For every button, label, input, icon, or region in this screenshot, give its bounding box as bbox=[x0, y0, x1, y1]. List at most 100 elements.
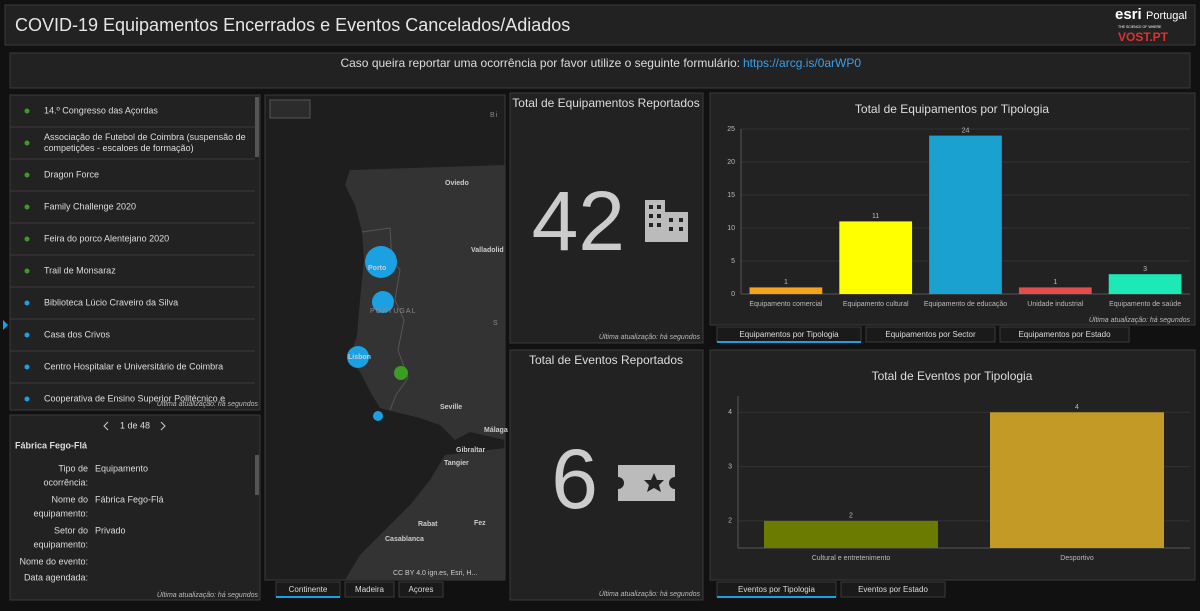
bar[interactable] bbox=[763, 520, 939, 548]
next[interactable] bbox=[160, 421, 166, 431]
tab[interactable] bbox=[398, 581, 444, 598]
title: COVID-19 Equipamentos Encerrados e Event… bbox=[15, 15, 570, 35]
indicator-title: Total de Eventos Reportados bbox=[529, 353, 683, 367]
y-tick-label: 10 bbox=[727, 225, 735, 232]
x-tick-label: Unidade industrial bbox=[1027, 301, 1083, 308]
detail-title: Fábrica Fego-Flá bbox=[15, 440, 88, 450]
map-control[interactable] bbox=[269, 99, 311, 119]
list-item[interactable]: Feira do porco Alentejano 2020 bbox=[44, 233, 169, 243]
map-label: Gibraltar bbox=[456, 447, 485, 454]
last-update: Última atualização: há segundos bbox=[599, 332, 701, 341]
map-label: PORTUGAL bbox=[370, 308, 416, 315]
africa bbox=[345, 448, 505, 580]
field-value: Fábrica Fego-Flá bbox=[95, 494, 164, 504]
tab[interactable] bbox=[344, 581, 395, 598]
list-item[interactable]: competições - escaloes de formação) bbox=[44, 143, 194, 153]
tab-label[interactable]: Continente bbox=[289, 585, 328, 594]
map-point[interactable] bbox=[394, 366, 408, 380]
tab-label[interactable]: Eventos por Estado bbox=[858, 585, 928, 594]
chart-title: Total de Eventos por Tipologia bbox=[872, 369, 1033, 383]
banner-link[interactable]: https://arcg.is/0arWP0 bbox=[743, 56, 861, 70]
tab[interactable] bbox=[865, 326, 996, 343]
map-label: Rabat bbox=[418, 521, 438, 528]
indicator-title: Total de Equipamentos Reportados bbox=[512, 96, 699, 110]
map-label: Porto bbox=[368, 265, 386, 272]
field-label: Nome do bbox=[51, 494, 88, 504]
y-tick-label: 4 bbox=[728, 409, 732, 416]
ticket-star bbox=[644, 473, 664, 492]
bar[interactable] bbox=[1018, 287, 1092, 294]
x-tick-label: Equipamento de saúde bbox=[1109, 301, 1181, 308]
scrollbar bbox=[255, 455, 259, 495]
iberia bbox=[345, 165, 505, 440]
status-dot bbox=[24, 140, 30, 146]
status-dot bbox=[24, 108, 30, 114]
map-label: Tangier bbox=[444, 460, 469, 467]
logo-tagline: THE SCIENCE OF WHERE bbox=[1118, 25, 1162, 29]
field-label: Tipo de bbox=[58, 463, 88, 473]
bar[interactable] bbox=[749, 287, 823, 294]
tab[interactable] bbox=[999, 326, 1130, 343]
status-dot bbox=[24, 268, 30, 274]
chart-title: Total de Equipamentos por Tipologia bbox=[855, 102, 1049, 116]
prev[interactable] bbox=[103, 421, 109, 431]
list-item[interactable]: Centro Hospitalar e Universitário de Coi… bbox=[44, 361, 223, 371]
map-point[interactable] bbox=[347, 346, 369, 368]
y-tick-label: 2 bbox=[728, 518, 732, 525]
details-panel bbox=[9, 414, 261, 601]
tab[interactable] bbox=[840, 581, 946, 598]
map-point[interactable] bbox=[372, 291, 394, 313]
status-dot bbox=[24, 172, 30, 178]
last-update: Última atualização: há segundos bbox=[157, 399, 259, 408]
map-label: Casablanca bbox=[385, 536, 424, 543]
map-label: S bbox=[493, 320, 499, 327]
tab-label[interactable]: Açores bbox=[409, 585, 434, 594]
value-label: 1 bbox=[784, 279, 788, 286]
pager[interactable]: 1 de 48 bbox=[120, 420, 150, 430]
bar[interactable] bbox=[1108, 274, 1182, 294]
tab-label[interactable]: Madeira bbox=[355, 585, 384, 594]
map bbox=[264, 94, 506, 581]
list-item[interactable]: Dragon Force bbox=[44, 169, 99, 179]
indicator-value: 6 bbox=[551, 432, 598, 526]
bar[interactable] bbox=[839, 221, 913, 294]
x-tick-label: Equipamento cultural bbox=[843, 301, 909, 308]
field-label: equipamento: bbox=[33, 539, 88, 549]
expand-arrow[interactable] bbox=[3, 320, 8, 330]
tab-label[interactable]: Equipamentos por Tipologia bbox=[739, 330, 839, 339]
last-update: Última atualização: há segundos bbox=[157, 590, 259, 599]
list-item[interactable]: Trail de Monsaraz bbox=[44, 265, 116, 275]
field-value: Equipamento bbox=[95, 463, 148, 473]
list-item[interactable]: Biblioteca Lúcio Craveiro da Silva bbox=[44, 297, 178, 307]
ticket-icon bbox=[618, 465, 675, 501]
list-item[interactable]: Associação de Futebol de Coimbra (suspen… bbox=[44, 132, 246, 142]
banner bbox=[9, 52, 1191, 89]
field-label: equipamento: bbox=[33, 508, 88, 518]
list-item[interactable]: Cooperativa de Ensino Superior Politécni… bbox=[44, 393, 225, 403]
indicator-value: 42 bbox=[532, 174, 625, 268]
attribution: CC BY 4.0 ign.es, Esri, H... bbox=[393, 570, 477, 577]
tab-label[interactable]: Equipamentos por Sector bbox=[885, 330, 976, 339]
map-point[interactable] bbox=[373, 411, 383, 421]
list-item[interactable]: Casa dos Crivos bbox=[44, 329, 111, 339]
map-point[interactable] bbox=[365, 246, 397, 278]
map-label: Valladolid bbox=[471, 247, 504, 254]
field-label: ocorrência: bbox=[43, 477, 88, 487]
field-label: Setor do bbox=[54, 525, 88, 535]
y-tick-label: 15 bbox=[727, 192, 735, 199]
border bbox=[361, 227, 409, 411]
tab-label[interactable]: Eventos por Tipologia bbox=[738, 585, 815, 594]
bar[interactable] bbox=[989, 412, 1165, 548]
status-dot bbox=[24, 364, 30, 370]
y-tick-label: 5 bbox=[731, 258, 735, 265]
tab-label[interactable]: Equipamentos por Estado bbox=[1018, 330, 1111, 339]
x-tick-label: Cultural e entretenimento bbox=[812, 555, 891, 562]
value-label: 1 bbox=[1053, 279, 1057, 286]
field-label: Nome do evento: bbox=[19, 556, 88, 566]
list-item[interactable]: 14.º Congresso das Açordas bbox=[44, 105, 158, 115]
field-label: Data agendada: bbox=[24, 572, 88, 582]
bar[interactable] bbox=[929, 135, 1002, 294]
list-item[interactable]: Family Challenge 2020 bbox=[44, 201, 136, 211]
